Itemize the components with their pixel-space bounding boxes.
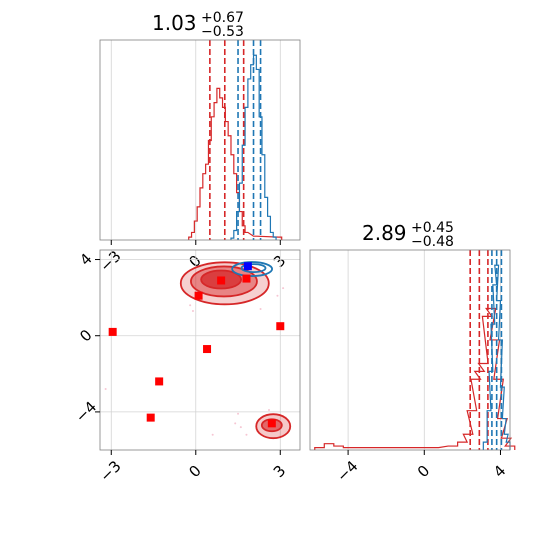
marker-red-6 [155,377,164,386]
title-param-1: 1.03 [152,11,197,35]
hist-panel-param-2: −4 0 4 [309,249,516,485]
contour-ytick-label-1: 0 [76,326,95,345]
contour-xtick-label-1: 0 [185,462,204,481]
contour-sample-dot-2 [276,294,279,297]
contour-ytick-label-2: 4 [76,250,95,269]
title-param-2-value: 2.89 [362,221,407,245]
hist1-frame [99,39,301,241]
marker-red-5 [203,345,212,354]
marker-red-4 [276,322,285,331]
contour-sample-dot-0 [189,304,192,307]
title-param-2-sub: −0.48 [411,234,454,250]
marker-red-2 [217,276,226,285]
marker-red-1 [194,291,203,300]
hist2-hist-blue [482,264,511,450]
hist-panel-param-1: −3 0 3 [96,39,301,275]
hist2-xtick-label-0: −4 [333,457,361,485]
title-param-1-sub: −0.53 [201,24,244,40]
contour-sample-dot-7 [234,422,237,425]
contour-ytick-label-0: −4 [72,398,100,426]
hist2-xtick-label-1: 0 [414,462,433,481]
contour-sample-dot-4 [191,309,194,312]
title-param-1-sup: +0.67 [201,10,244,26]
hist1-hist-red [188,87,283,240]
marker-red-8 [267,419,276,428]
marker-red-0 [108,327,117,336]
marker-red-3 [242,274,251,283]
hist2-frame [309,249,511,451]
marker-blue-0 [243,262,252,271]
contour-sample-dot-13 [211,433,214,436]
contour-sample-dot-3 [282,287,285,290]
contour-blue-outer [231,261,274,277]
contour-xtick-label-0: −3 [96,457,124,485]
contour-sample-dot-15 [268,409,271,411]
marker-red-7 [146,413,155,422]
contour-sample-dot-5 [259,308,262,311]
hist2-hist-red [314,307,516,450]
contour-sample-dot-14 [104,388,107,391]
title-param-2-sup: +0.45 [411,220,454,236]
contour-sample-dot-11 [239,426,242,429]
contour-sample-dot-8 [245,433,248,436]
contour-blue-inner [240,263,267,273]
title-param-1-value: 1.03 [152,11,197,35]
contour-panel: −3 0 3 −4 0 4 [72,249,301,485]
contour-frame [99,249,301,451]
contour-sample-dot-6 [237,412,240,415]
hist2-xtick-label-2: 4 [490,462,509,481]
hist1-xtick-label-0: −3 [96,247,124,275]
contour-xtick-label-2: 3 [270,462,289,481]
